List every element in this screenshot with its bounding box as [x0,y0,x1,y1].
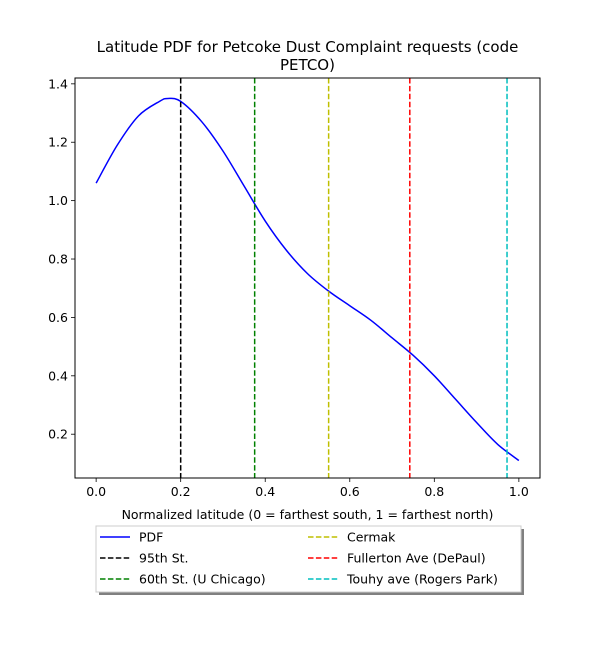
legend-label: Touhy ave (Rogers Park) [346,572,498,587]
legend-label: Cermak [347,530,396,545]
x-tick-label: 1.0 [509,484,529,499]
legend-box [95,525,522,593]
legend: PDF 95th St. 60th St. (U Chicago) Cermak Ful… [95,525,524,595]
x-tick-label: 0.6 [340,484,360,499]
chart-title-line-1: Latitude PDF for Petcoke Dust Complaint … [97,38,519,56]
chart-title-line-2: PETCO) [280,56,335,74]
legend-label: PDF [139,530,163,545]
plot-frame [74,77,541,479]
x-tick-label: 0.8 [424,484,444,499]
y-tick-label: 1.0 [48,193,68,208]
legend-label: Fullerton Ave (DePaul) [347,551,486,566]
x-tick-label: 0.0 [86,484,106,499]
x-axis-label: Normalized latitude (0 = farthest south,… [122,507,494,522]
legend-label: 60th St. (U Chicago) [139,572,266,587]
y-tick-label: 1.2 [48,135,68,150]
y-tick-label: 0.8 [48,252,68,267]
y-tick-label: 0.6 [48,310,68,325]
series-line-pdf [95,97,520,462]
x-tick-label: 0.4 [255,484,275,499]
y-tick-label: 0.2 [48,427,68,442]
x-tick-label: 0.2 [171,484,191,499]
y-tick-label: 0.4 [48,368,68,383]
legend-label: 95th St. [139,551,189,566]
y-tick-label: 1.4 [48,76,68,91]
